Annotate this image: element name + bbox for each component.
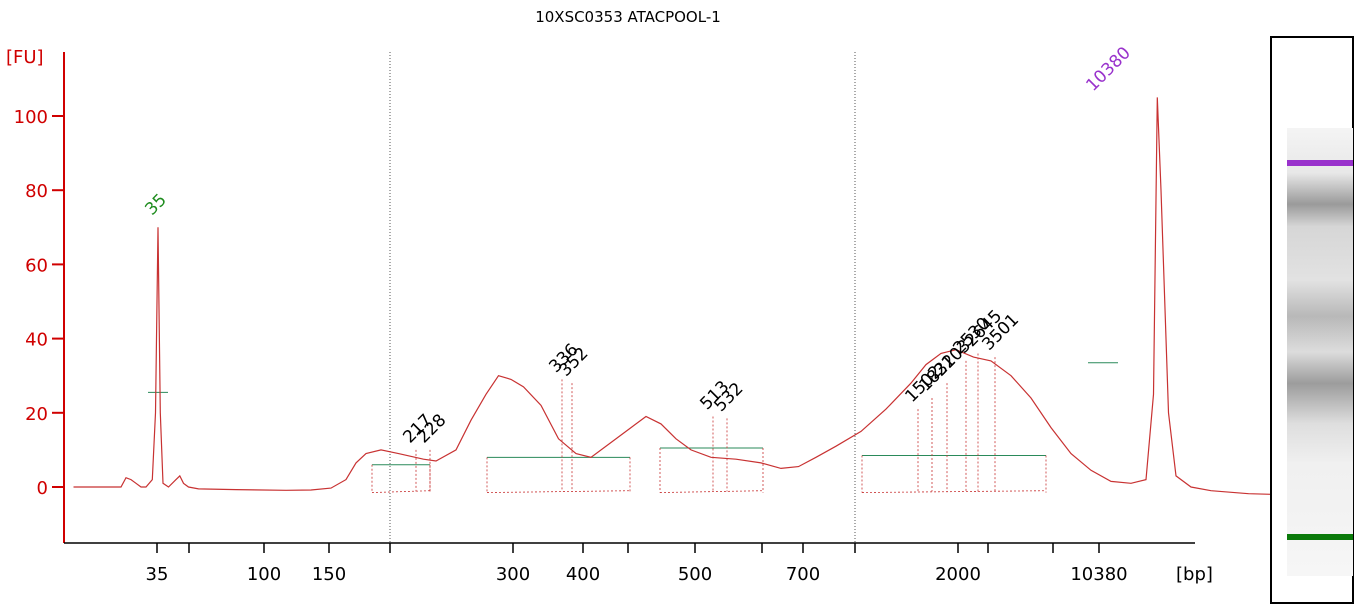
lower-marker-label: 35 (141, 190, 170, 219)
y-tick-label: 40 (25, 330, 48, 351)
y-tick-label: 80 (25, 181, 48, 202)
x-tick-label: 400 (566, 564, 600, 585)
region-outline (371, 490, 431, 493)
upper-marker-label: 10380 (1082, 43, 1134, 95)
region-outline (486, 490, 631, 493)
gel-smear (1287, 128, 1353, 576)
x-tick-label: 2000 (935, 564, 981, 585)
y-tick-label: 100 (14, 107, 48, 128)
region-outline (861, 490, 1047, 493)
region-outline (659, 490, 764, 493)
plot-area: [FU] 0 20 40 60 80 100 35 100 150 300 400 500 700 2000… (6, 43, 1274, 585)
gel-lane (1270, 36, 1354, 604)
x-tick-label: 300 (496, 564, 530, 585)
chart-title: 10XSC0353 ATACPOOL-1 (535, 8, 721, 26)
y-tick-label: 0 (37, 478, 48, 499)
gel-upper-marker-band (1287, 160, 1353, 166)
y-unit-label: [FU] (6, 47, 44, 68)
gel-lower-marker-band (1287, 534, 1353, 540)
electropherogram-trace (73, 97, 1274, 495)
y-tick-label: 60 (25, 255, 48, 276)
x-tick-label: 100 (247, 564, 281, 585)
x-tick-label: 35 (146, 564, 169, 585)
x-tick-label: 150 (312, 564, 346, 585)
x-tick-label: 700 (786, 564, 820, 585)
x-tick-label: 500 (678, 564, 712, 585)
y-tick-label: 20 (25, 404, 48, 425)
x-unit-label: [bp] (1176, 564, 1213, 585)
x-tick-label: 10380 (1070, 564, 1127, 585)
